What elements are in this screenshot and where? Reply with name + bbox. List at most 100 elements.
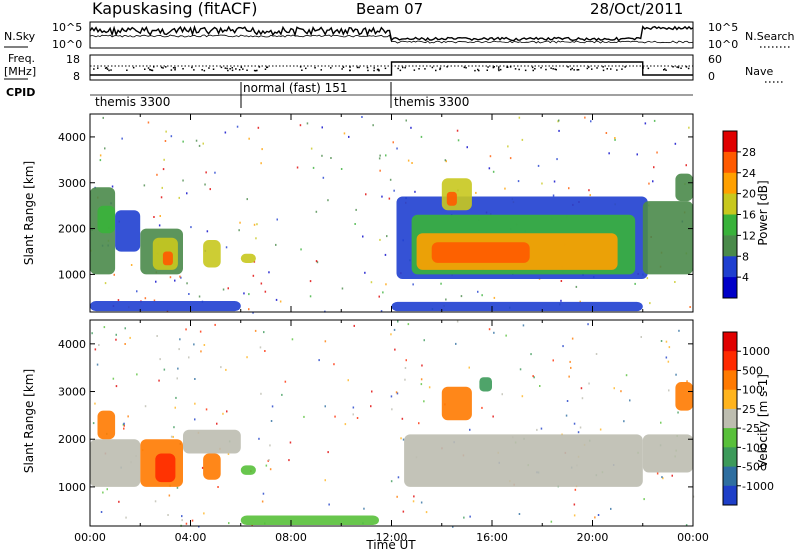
speckle (348, 135, 350, 138)
speckle (379, 238, 381, 241)
speckle (594, 516, 596, 519)
nave-dot (151, 69, 154, 72)
speckle (262, 492, 265, 495)
speckle (170, 135, 173, 138)
speckle (649, 302, 651, 305)
speckle (629, 399, 631, 402)
nave-dot (132, 66, 135, 69)
nave-dot (258, 66, 261, 68)
speckle (205, 171, 207, 174)
speckle (269, 468, 272, 471)
nave-dot (160, 66, 163, 69)
nave-dot (330, 67, 332, 69)
speckle (115, 333, 117, 336)
speckle (440, 282, 442, 285)
speckle (174, 279, 176, 282)
speckle (118, 500, 120, 503)
echo-region-6 (240, 465, 256, 475)
echo-region-9 (479, 377, 492, 392)
speckle (154, 500, 157, 503)
colorbar-tick-label: 4 (742, 271, 749, 284)
speckle (656, 151, 658, 154)
speckle (334, 415, 336, 418)
x-tick-label: 00:00 (677, 531, 709, 544)
colorbar-tick-label: 8 (742, 250, 749, 263)
speckle (92, 422, 95, 425)
colorbar-swatch (723, 485, 737, 506)
speckle (136, 373, 138, 376)
nave-dot (97, 67, 99, 69)
speckle (362, 235, 364, 238)
speckle (162, 168, 165, 171)
speckle (411, 162, 413, 164)
nave-dot (487, 66, 489, 68)
speckle (104, 282, 107, 285)
speckle (158, 379, 160, 382)
nave-dot (314, 67, 316, 69)
colorbar-tick-label: 25 (742, 403, 756, 416)
speckle (365, 193, 367, 196)
nave-dot (110, 69, 112, 71)
echo-region-14 (441, 178, 472, 211)
speckle (296, 166, 299, 169)
noise-right-tick-top: 10^5 (708, 21, 739, 34)
speckle (239, 221, 241, 224)
echo-region-16 (642, 201, 694, 275)
speckle (569, 360, 571, 363)
colorbar-swatch (723, 193, 737, 215)
speckle (660, 421, 662, 424)
speckle (423, 339, 425, 342)
speckle (613, 387, 615, 390)
speckle (281, 393, 283, 396)
speckle (111, 185, 114, 188)
speckle (653, 119, 656, 122)
speckle (401, 417, 404, 420)
speckle (214, 323, 216, 326)
speckle (222, 288, 225, 291)
speckle (177, 367, 179, 370)
speckle (178, 348, 180, 351)
speckle (560, 280, 563, 282)
nave-dot (93, 68, 95, 70)
speckle (209, 188, 211, 191)
speckle (468, 366, 470, 369)
speckle (381, 195, 383, 198)
nave-dot (378, 69, 380, 71)
echo-region-12 (240, 515, 379, 525)
speckle (653, 166, 655, 169)
colorbar-tick-label: 1000 (742, 345, 770, 358)
nave-dot (545, 68, 547, 71)
nave-dot (235, 68, 237, 70)
speckle (379, 154, 381, 157)
nave-dot (105, 66, 108, 69)
speckle (115, 385, 118, 388)
speckle (347, 379, 349, 382)
speckle (396, 392, 399, 395)
speckle (671, 474, 673, 477)
speckle (167, 514, 169, 516)
nave-dot (349, 66, 351, 68)
nave-dot (191, 66, 193, 69)
speckle (414, 190, 416, 193)
speckle (421, 364, 423, 367)
noise-left-tick-top: 10^5 (52, 21, 83, 34)
speckle (390, 480, 393, 483)
speckle (540, 427, 543, 430)
speckle (176, 377, 178, 380)
colorbar-swatch (723, 351, 737, 371)
nave-dot (367, 69, 369, 72)
nave-tick-top: 60 (708, 53, 722, 66)
speckle (269, 444, 271, 447)
speckle (518, 513, 521, 515)
speckle (370, 281, 373, 284)
speckle (261, 148, 263, 151)
speckle (188, 356, 190, 359)
speckle (206, 230, 209, 233)
colorbar-swatch (723, 370, 737, 391)
speckle (552, 194, 555, 197)
nave-dot (672, 66, 674, 68)
speckle (420, 135, 423, 138)
speckle (614, 138, 616, 141)
speckle (522, 324, 525, 327)
freq-tick-top: 18 (66, 53, 80, 66)
